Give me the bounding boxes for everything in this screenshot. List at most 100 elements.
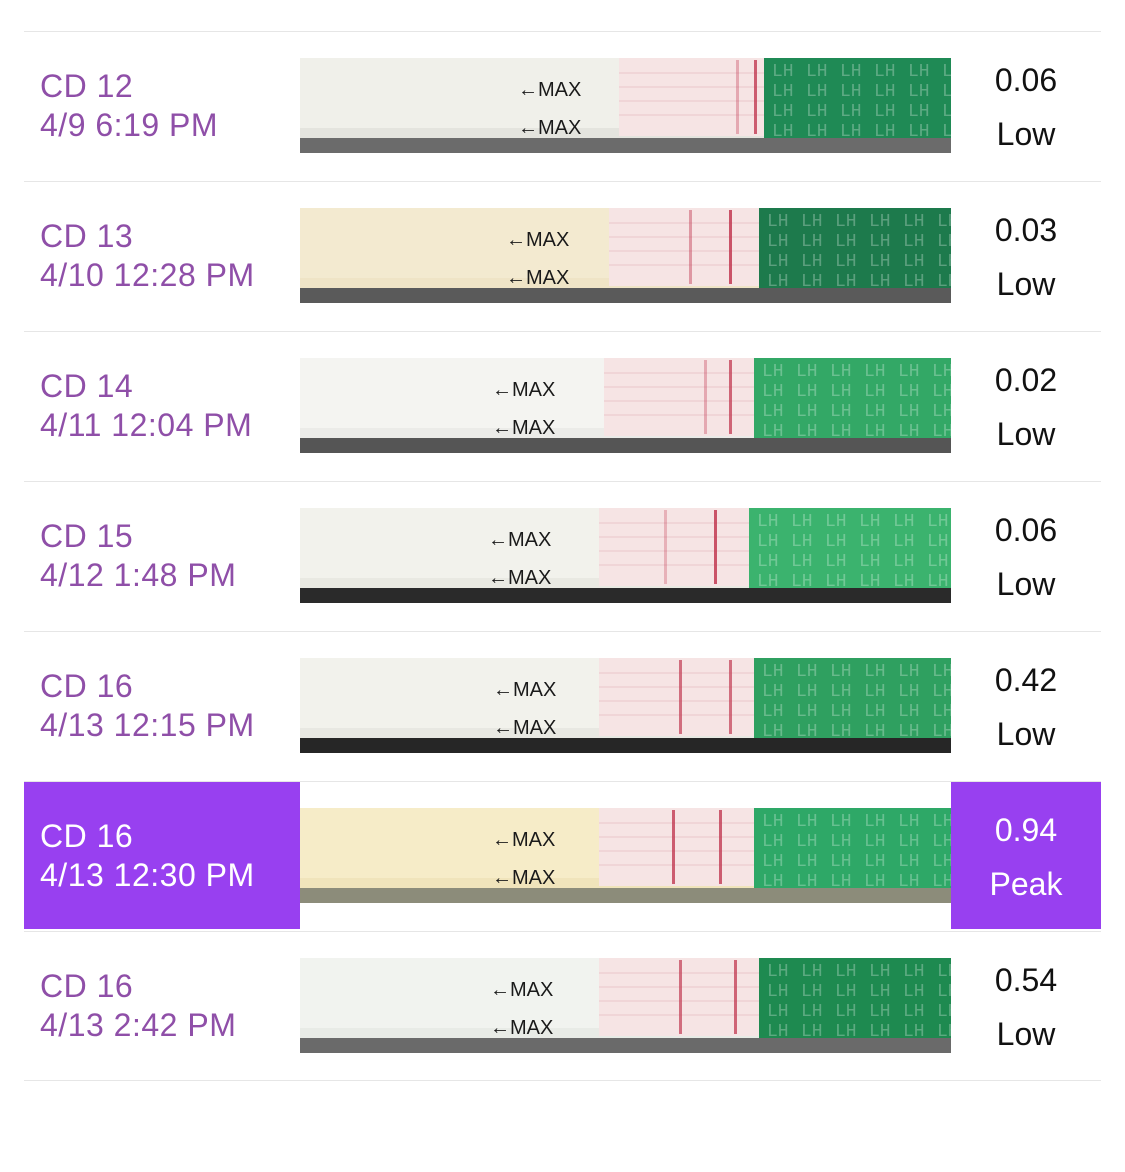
cycle-day-label: CD 15 [40,518,134,554]
svg-text:LH: LH [937,252,951,272]
svg-text:LH: LH [796,362,818,382]
svg-text:LH: LH [893,532,915,552]
svg-text:LH: LH [908,82,930,102]
test-row-2[interactable]: CD 13 4/10 12:28 PM ←MAX←MAXLHLHLHLHLHLH… [24,181,1101,331]
svg-text:LH: LH [932,832,951,852]
test-row-3[interactable]: CD 14 4/11 12:04 PM ←MAX ←MAX LH LH LH LH LH LH… [24,331,1101,481]
svg-text:←MAX: ←MAX [506,229,569,251]
svg-text:LH: LH [893,512,915,532]
svg-text:LH: LH [762,832,784,852]
svg-text:LH: LH [757,512,779,532]
row-date-cell: CD 13 4/10 12:28 PM [24,182,300,330]
svg-text:LH: LH [767,252,789,272]
row-date-cell: CD 15 4/12 1:48 PM [24,482,300,630]
svg-text:LH: LH [801,982,823,1002]
timestamp-label: 4/12 1:48 PM [40,557,237,593]
svg-text:LH: LH [903,1002,925,1022]
svg-text:LH: LH [932,662,951,682]
svg-text:LH: LH [932,812,951,832]
svg-text:LH: LH [864,872,886,892]
svg-text:LH: LH [840,102,862,122]
lh-test-strip-image: ←MAX←MAXLHLHLHLHLHLHLHLHLHLHLHLHLHLHLHLH… [300,958,951,1053]
svg-text:LH: LH [791,572,813,592]
test-row-4[interactable]: CD 15 4/12 1:48 PM ←MAX ←MAX LH LH LH LH LH LH L… [24,481,1101,631]
svg-text:←MAX: ←MAX [518,79,581,101]
svg-text:←MAX: ←MAX [488,529,551,551]
svg-text:LH: LH [796,382,818,402]
svg-text:LH: LH [835,272,857,292]
svg-text:LH: LH [772,102,794,122]
svg-text:LH: LH [825,512,847,532]
svg-text:LH: LH [806,122,828,142]
svg-text:LH: LH [762,702,784,722]
svg-text:LH: LH [898,702,920,722]
svg-text:LH: LH [796,422,818,442]
svg-text:LH: LH [796,832,818,852]
svg-text:LH: LH [767,232,789,252]
svg-text:LH: LH [762,362,784,382]
svg-text:LH: LH [801,232,823,252]
test-row-1[interactable]: CD 12 4/9 6:19 PM ←MAX←MAXLHLHLHLHLHLHLH… [24,31,1101,181]
svg-text:←MAX: ←MAX [488,567,551,589]
svg-text:LH: LH [874,82,896,102]
svg-text:LH: LH [767,962,789,982]
svg-text:LH: LH [830,402,852,422]
svg-text:LH: LH [932,362,951,382]
svg-text:LH: LH [801,252,823,272]
svg-text:←MAX: ←MAX [490,1017,553,1039]
svg-text:LH: LH [796,872,818,892]
row-date-cell: CD 16 4/13 2:42 PM [24,932,300,1080]
svg-text:LH: LH [932,702,951,722]
svg-text:LH: LH [864,362,886,382]
svg-text:LH: LH [830,832,852,852]
row-result-cell: 0.06 Low [951,482,1101,630]
test-row-5[interactable]: CD 16 4/13 12:15 PM ←MAX ←MAX LH LH LH LH LH LH… [24,631,1101,781]
svg-text:LH: LH [937,982,951,1002]
timestamp-label: 4/9 6:19 PM [40,107,219,143]
row-result-cell: 0.06 Low [951,32,1101,180]
svg-text:LH: LH [796,852,818,872]
row-date-cell: CD 14 4/11 12:04 PM [24,332,300,480]
svg-text:LH: LH [932,382,951,402]
svg-text:LH: LH [796,682,818,702]
row-date-cell: CD 16 4/13 12:15 PM [24,632,300,780]
svg-text:LH: LH [864,852,886,872]
svg-text:LH: LH [942,122,951,142]
svg-text:LH: LH [830,382,852,402]
svg-text:←MAX: ←MAX [493,679,556,701]
svg-text:LH: LH [825,532,847,552]
lh-level-label: Low [996,1016,1056,1052]
svg-text:LH: LH [903,252,925,272]
test-row-6-selected[interactable]: CD 16 4/13 12:30 PM ←MAX ←MAX LH LH LH LH LH LH… [24,781,1101,931]
row-result-cell: 0.02 Low [951,332,1101,480]
svg-text:LH: LH [796,722,818,742]
svg-text:LH: LH [893,552,915,572]
svg-text:LH: LH [796,702,818,722]
svg-text:LH: LH [772,82,794,102]
test-row-7[interactable]: CD 16 4/13 2:42 PM ←MAX←MAXLHLHLHLHLHLHL… [24,931,1101,1081]
cycle-day-label: CD 16 [40,818,134,854]
row-date-cell: CD 12 4/9 6:19 PM [24,32,300,180]
row-result-cell: 0.42 Low [951,632,1101,780]
svg-text:LH: LH [835,252,857,272]
svg-text:LH: LH [791,512,813,532]
svg-text:←MAX: ←MAX [518,117,581,139]
svg-text:LH: LH [864,662,886,682]
cycle-day-label: CD 16 [40,968,134,1004]
svg-text:LH: LH [840,82,862,102]
svg-text:LH: LH [864,682,886,702]
svg-text:LH: LH [835,982,857,1002]
lh-test-strip-image: ←MAX←MAXLHLHLHLHLHLHLHLHLHLHLHLHLHLHLHLH… [300,208,951,303]
svg-text:LH: LH [898,832,920,852]
svg-text:LH: LH [898,382,920,402]
svg-text:LH: LH [806,102,828,122]
svg-text:LH: LH [835,232,857,252]
svg-text:LH: LH [932,852,951,872]
lh-ratio-value: 0.06 [994,62,1058,98]
svg-text:LH: LH [937,962,951,982]
row-result-cell: 0.03 Low [951,182,1101,330]
svg-text:LH: LH [942,62,951,82]
